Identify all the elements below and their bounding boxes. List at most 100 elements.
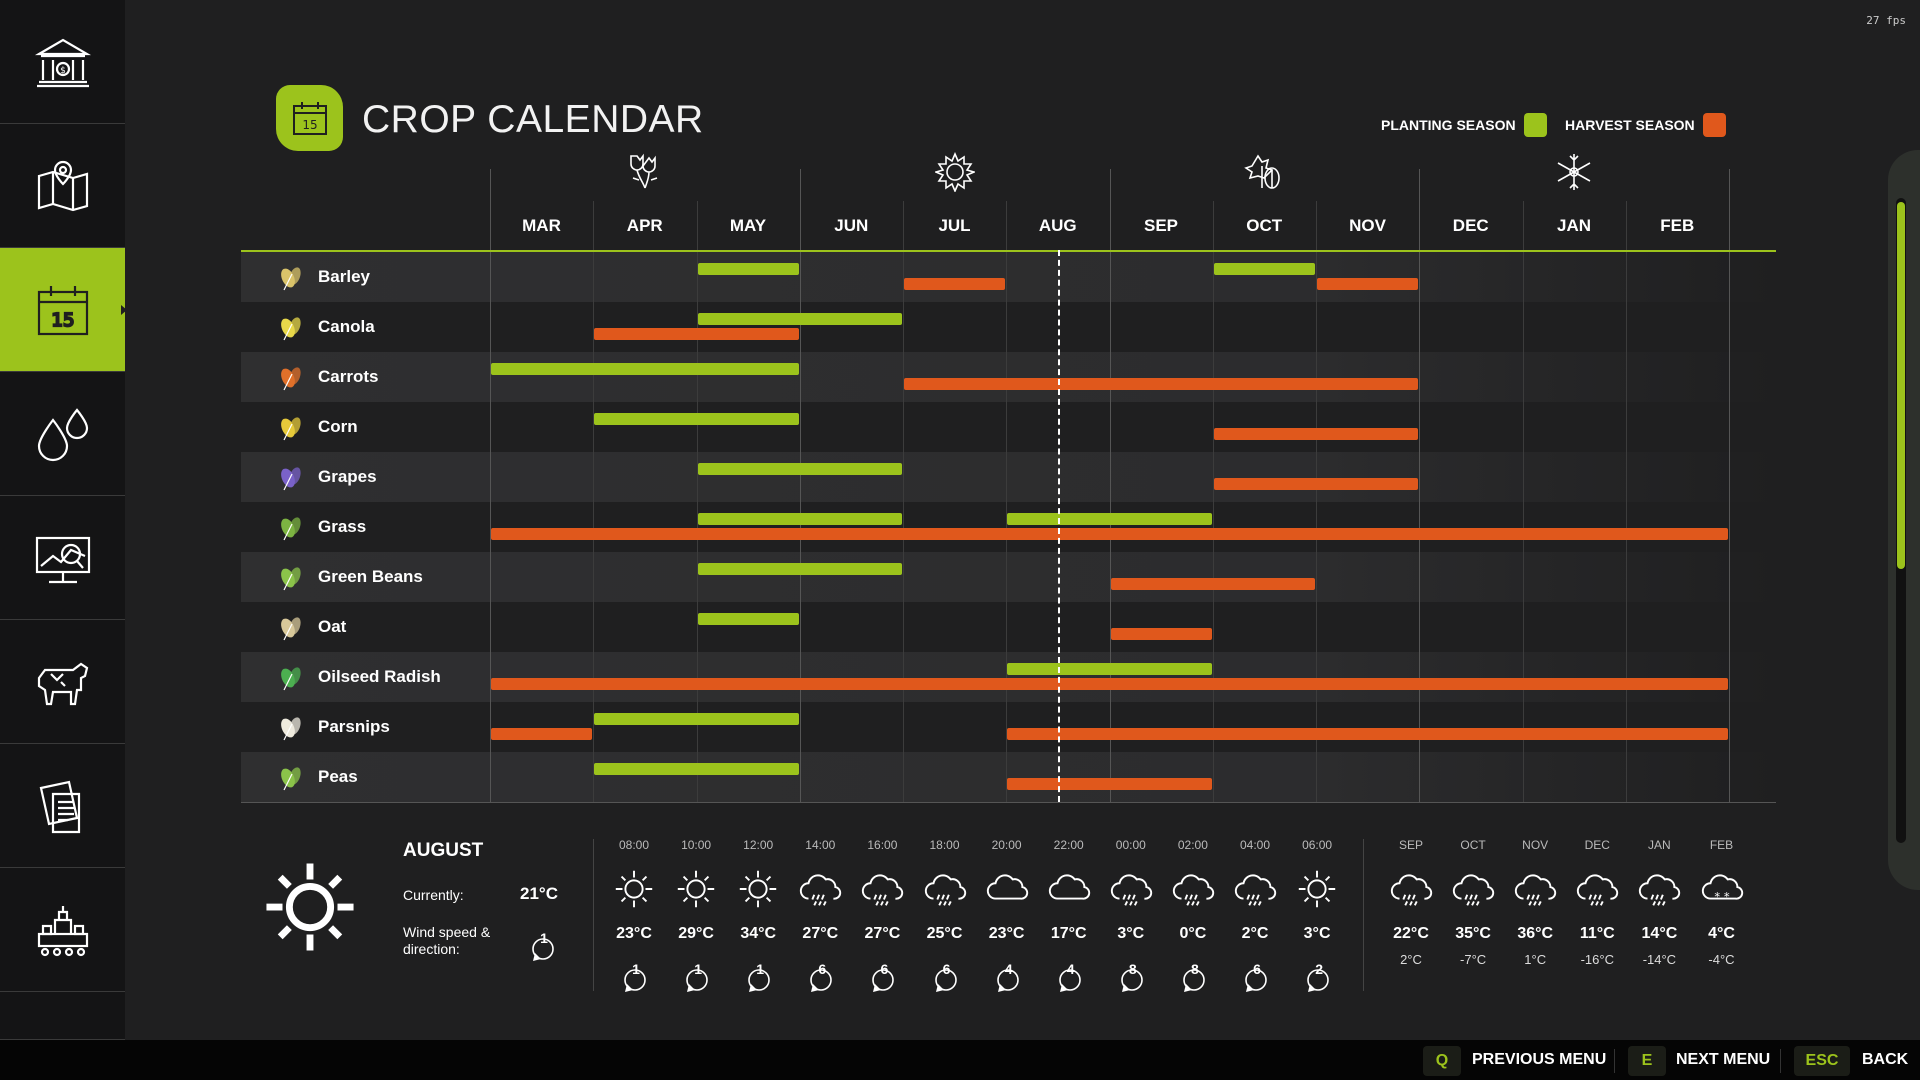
green-beans-icon [276,562,306,592]
crop-name: Carrots [318,367,379,386]
wind-direction-icon [872,969,895,992]
sidebar-item-weather[interactable] [0,372,125,496]
tulip-icon [630,153,658,189]
sun-icon [1298,870,1336,908]
peas-icon [276,762,306,792]
key-label[interactable]: PREVIOUS MENU [1472,1051,1607,1068]
crop-row [241,402,1776,452]
crop-name: Corn [318,417,358,436]
forecast-temperature: 17°C [1050,925,1087,942]
wind-indicator [932,968,958,994]
key-hint[interactable]: Q [1423,1046,1461,1076]
forecast-time: 06:00 [1302,838,1333,852]
forecast-time: 08:00 [618,838,650,852]
key-hint[interactable]: E [1628,1046,1666,1076]
forecast-icon [1108,866,1154,912]
planting-season-bar [491,363,799,375]
rain-cloud-icon [924,874,966,906]
crop-row [241,302,1776,352]
crop-name: Grapes [318,467,377,486]
harvest-season-bar [1007,728,1728,740]
sidebar-item-map[interactable] [0,124,125,248]
sidebar-item-production[interactable] [0,868,125,992]
sun-icon [266,863,354,951]
wind-speed: 8 [1128,961,1137,977]
sidebar-item-prices[interactable] [0,496,125,620]
crop-name: Oat [318,617,347,636]
forecast-icon [673,866,719,912]
forecast-temperature: 27°C [864,925,901,942]
forecast-temperature: 34°C [740,925,777,942]
harvest-season-bar [1213,478,1419,490]
sidebar-item-contracts[interactable] [0,744,125,868]
crop-name: Grass [318,517,367,536]
month-label-nov: NOV [1349,216,1386,235]
key-hint[interactable]: ESC [1794,1046,1850,1076]
sidebar-item-finances[interactable]: $ [0,0,125,124]
current-date-marker [1057,250,1060,802]
month-divider [1522,201,1524,802]
monthly-forecast-month: OCT [1460,838,1486,852]
forecast-time: 12:00 [743,838,774,852]
monthly-low-temperature: 1°C [1524,952,1547,967]
forecast-icon [1170,866,1216,912]
season-divider [799,169,801,802]
crop-name: Canola [318,317,375,336]
carrots-icon [276,362,306,392]
monthly-high-temperature: 14°C [1641,925,1678,942]
month-divider [593,201,595,802]
forecast-icon [735,866,781,912]
crop-name: Oilseed Radish [318,667,441,686]
season-divider [1729,169,1730,802]
rain-cloud-icon [1234,874,1277,906]
wind-speed: 2 [1315,961,1323,977]
wind-direction-icon [810,969,833,992]
wind-direction-icon [686,969,708,992]
forecast-icon [984,866,1030,912]
key-label[interactable]: BACK [1862,1051,1909,1068]
page-title: CROP CALENDAR [362,98,704,141]
harvest-season-bar [491,528,1728,540]
harvest-season-bar [904,278,1006,290]
crop-row [241,452,1776,502]
wind-direction-icon [532,938,554,961]
contracts-icon [39,780,80,833]
grapes-icon [276,462,306,492]
wind-indicator [869,968,895,994]
rain-cloud-icon [862,874,904,906]
monthly-high-temperature: 4°C [1708,925,1735,942]
wind-direction-icon [1183,969,1205,992]
crop-row [241,352,1776,402]
monthly-high-temperature: 11°C [1579,925,1615,942]
sun-icon [739,870,777,908]
wind-direction-icon [624,969,646,992]
sidebar-item-calendar[interactable]: 15 [0,248,127,372]
crop-row [241,652,1776,702]
forecast-temperature: 29°C [678,925,714,942]
wind-speed: 1 [756,961,765,977]
wind-speed: 6 [818,961,827,977]
crop-row [241,702,1776,752]
harvest-swatch [1702,113,1726,137]
sidebar-item-statistics[interactable] [0,992,125,1040]
crop-row [241,552,1776,602]
harvest-season-bar [904,378,1419,390]
production-icon [37,905,88,956]
sun-icon [933,151,977,194]
calendar-icon: 15 [37,285,88,335]
month-divider [696,201,698,802]
oilseed-radish-icon [276,662,306,692]
monthly-forecast-icon [1450,866,1496,912]
scrollbar-thumb[interactable] [1897,202,1905,569]
monthly-forecast-icon [1512,866,1558,912]
key-label[interactable]: NEXT MENU [1676,1051,1771,1068]
water-drops-icon [37,407,88,461]
monthly-forecast-month: NOV [1522,838,1549,852]
legend-planting-label: PLANTING SEASON [1381,117,1516,133]
rain-cloud-icon [1172,874,1214,906]
forecast-temperature: 2°C [1241,925,1269,942]
wind-indicator [807,968,833,994]
footer-separator [1780,1049,1781,1073]
sidebar-item-animals[interactable] [0,620,125,744]
crop-row [241,252,1776,302]
